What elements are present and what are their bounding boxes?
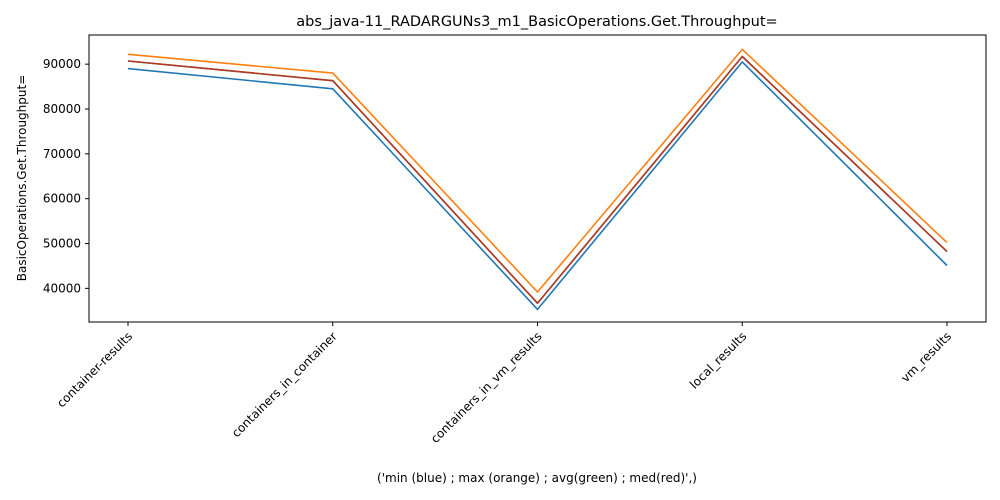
x-tick-label: container-results	[54, 329, 135, 410]
y-tick-label: 40000	[43, 281, 81, 295]
y-tick-label: 90000	[43, 57, 81, 71]
y-tick-label: 80000	[43, 102, 81, 116]
y-tick-label: 50000	[43, 237, 81, 251]
series-line-3	[127, 55, 948, 305]
series-line-0	[127, 61, 948, 311]
series-line-1	[127, 48, 948, 293]
x-tick-label: containers_in_vm_results	[428, 329, 545, 446]
x-tick-label: containers_in_container	[229, 329, 340, 440]
x-axis-label: ('min (blue) ; max (orange) ; avg(green)…	[377, 471, 697, 485]
y-tick-label: 70000	[43, 147, 81, 161]
x-tick-label: vm_results	[898, 329, 954, 385]
plot-area: 40000 50000 60000 70000 80000 90000 container-…	[43, 34, 987, 446]
y-tick-label: 60000	[43, 192, 81, 206]
y-axis-label: BasicOperations.Get.Throughput=	[15, 75, 29, 282]
chart-title: abs_java-11_RADARGUNs3_m1_BasicOperation…	[296, 14, 777, 30]
series-line-2	[127, 55, 948, 305]
x-tick-label: local_results	[687, 329, 749, 391]
